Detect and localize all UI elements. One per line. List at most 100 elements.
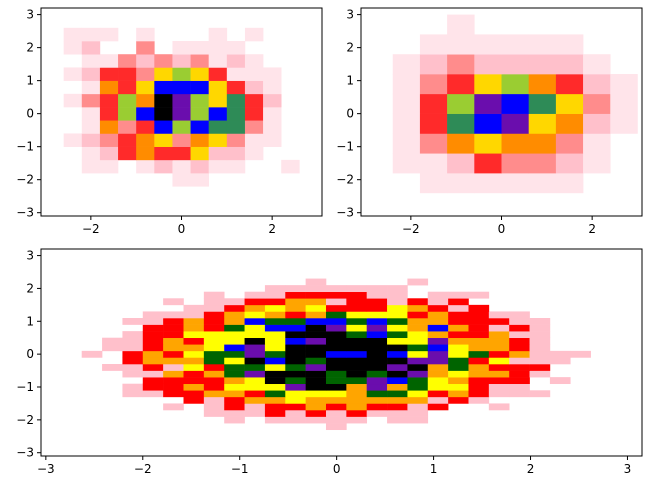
histogram-cell [142,383,164,391]
histogram-cell [346,403,368,411]
histogram-cell [81,67,101,81]
histogram-cell [325,304,347,312]
histogram-cell [244,146,264,161]
histogram-cell [226,120,246,134]
histogram-cell [509,331,530,339]
histogram-cell [285,350,306,358]
histogram-cell [583,74,611,95]
histogram-cell [528,113,557,134]
histogram-cell [387,298,408,306]
histogram-cell [325,410,347,417]
histogram-cell [263,120,282,134]
histogram-cell [407,377,429,385]
histogram-cell [305,331,327,339]
histogram-cell [387,344,408,352]
histogram-cell [529,350,551,358]
histogram-cell [346,377,368,385]
histogram-cell [190,120,209,134]
histogram-cell [142,311,164,319]
histogram-cell [122,344,144,352]
histogram-cell [468,377,490,385]
histogram-cell [305,390,327,398]
histogram-cell [264,383,286,391]
histogram-cell [555,93,584,114]
x-tick-label: 2 [527,462,535,476]
histogram-cell [118,133,137,147]
histogram-cell [407,298,429,306]
histogram-cell [488,377,510,385]
histogram-cell [244,291,266,299]
histogram-cell [63,27,83,42]
histogram-cell [346,364,368,371]
histogram-cell [346,383,368,391]
y-tick-label: 3 [26,249,34,263]
histogram-cell [366,403,388,411]
histogram-cell [203,324,225,332]
histogram-cell [346,396,368,404]
histogram-cell [529,318,551,325]
histogram-cell [142,357,164,365]
histogram-cell [610,113,638,134]
histogram-cell [264,311,286,319]
histogram-cell [488,370,510,378]
y-tick-label: −3 [16,206,34,220]
histogram-cell [264,357,286,365]
histogram-cell [122,337,144,345]
histogram-cell [407,311,429,319]
histogram-cell [203,357,225,365]
histogram-cell [305,298,327,306]
histogram-cell [122,370,144,378]
histogram-cell [549,377,571,385]
histogram-cell [136,41,155,55]
histogram-cell [407,416,429,424]
histogram-cell [305,416,327,424]
histogram-cell [366,364,388,371]
histogram-cell [583,153,611,174]
histogram-cell [226,93,246,108]
histogram-cell [407,383,429,391]
histogram-cell [264,324,286,332]
histogram-cell [305,383,327,391]
histogram-cell [63,93,83,108]
y-tick-label: −2 [16,413,34,427]
histogram-cell [224,350,245,358]
histogram-cell [172,173,191,187]
histogram-cell [468,344,490,352]
histogram-cell [264,291,286,299]
x-tick-label: 1 [430,462,438,476]
histogram-cell [285,324,306,332]
histogram-cell [118,93,137,108]
histogram-cell [102,337,123,345]
histogram-cell [528,93,557,114]
histogram-cell [154,54,173,68]
histogram-cell [529,390,551,398]
histogram-cell [183,350,205,358]
histogram-cell [172,41,191,55]
histogram-cell [136,54,155,68]
histogram-cell [285,318,306,325]
histogram-cell [468,337,490,345]
histogram-cell [509,337,530,345]
histogram-cell [529,364,551,371]
histogram-cell [264,390,286,398]
histogram-cells [81,278,591,431]
histogram-cell [366,291,388,299]
histogram-cell [387,311,408,319]
histogram-cell [488,403,510,411]
histogram-cell [264,298,286,306]
histogram-cell [122,318,144,325]
histogram-cell [392,74,421,95]
histogram-cell [224,298,245,306]
top-left-histogram: −2 0 2 −3 −2 −1 0 1 2 3 [16,7,323,236]
histogram-cell [285,357,306,365]
histogram-cell [244,370,266,378]
histogram-cell [172,67,191,81]
histogram-cell [325,324,347,332]
histogram-cell [163,390,184,398]
y-tick-label: 1 [346,74,354,88]
histogram-cell [509,311,530,319]
histogram-cell [447,153,475,174]
histogram-cell [427,337,449,345]
histogram-cell [387,370,408,378]
histogram-cell [305,403,327,411]
